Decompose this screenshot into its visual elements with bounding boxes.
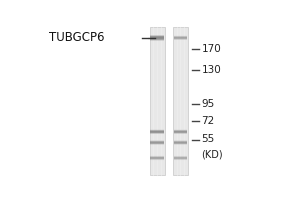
Bar (150, 27, 165, 175)
Text: 170: 170 (201, 44, 221, 54)
Text: TUBGCP6: TUBGCP6 (49, 31, 105, 44)
Text: 55: 55 (201, 134, 215, 144)
Bar (173, 27, 188, 175)
Text: 95: 95 (201, 99, 215, 109)
Text: (KD): (KD) (201, 150, 223, 160)
Text: 72: 72 (201, 116, 215, 126)
Text: 130: 130 (201, 65, 221, 75)
